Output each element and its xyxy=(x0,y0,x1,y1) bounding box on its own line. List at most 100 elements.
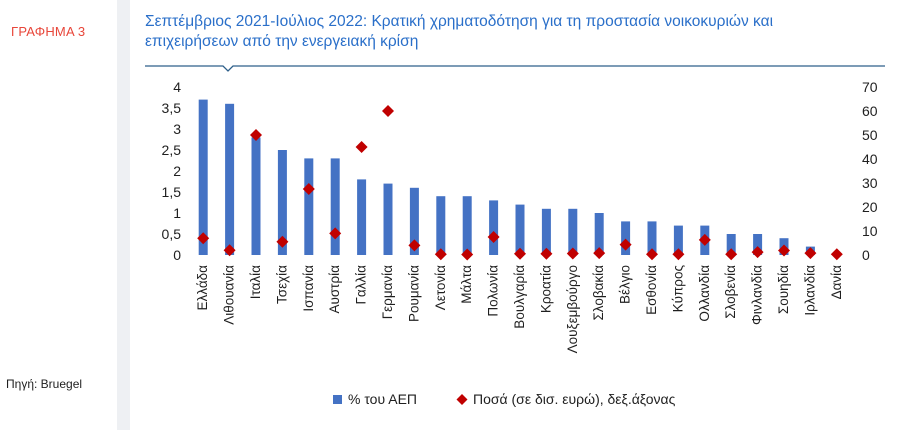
bar xyxy=(594,213,604,255)
data-point xyxy=(566,247,579,260)
source-note: Πηγή: Bruegel xyxy=(6,377,83,391)
right-axis-tick-label: 20 xyxy=(862,199,878,215)
data-point xyxy=(434,248,447,261)
bar xyxy=(277,150,287,255)
legend-bar-swatch xyxy=(333,395,342,404)
category-tick-label: Ελλάδα xyxy=(195,265,210,311)
chart-title: Σεπτέμβριος 2021-Ιούλιος 2022: Κρατική χ… xyxy=(145,12,885,52)
right-axis-tick-label: 30 xyxy=(862,175,878,191)
data-point xyxy=(461,248,474,261)
right-axis-tick-label: 10 xyxy=(862,223,878,239)
data-point xyxy=(276,235,289,248)
category-tick-label: Δανία xyxy=(829,265,844,300)
data-point xyxy=(355,141,368,153)
data-point xyxy=(487,231,500,243)
data-point xyxy=(725,248,738,261)
bar xyxy=(383,183,393,255)
category-tick-label: Σλοβακία xyxy=(591,265,606,321)
bar xyxy=(647,221,657,255)
category-tick-label: Κροατία xyxy=(538,265,553,313)
data-point xyxy=(830,248,843,261)
category-tick-label: Φινλανδία xyxy=(750,265,765,325)
data-point xyxy=(197,232,210,245)
data-point xyxy=(514,247,526,260)
legend-marker-label: Ποσά (σε δισ. ευρώ), δεξ.άξονας xyxy=(473,391,676,407)
bar xyxy=(489,200,499,255)
category-tick-label: Αυστρία xyxy=(327,265,342,314)
category-tick-label: Σλοβενία xyxy=(723,265,738,319)
category-tick-label: Λουξεμβούργο xyxy=(565,265,580,353)
right-axis-tick-label: 70 xyxy=(862,79,878,95)
left-axis-tick-label: 4 xyxy=(173,79,181,95)
left-axis-tick-label: 3,5 xyxy=(162,100,182,116)
category-tick-label: Γαλλία xyxy=(354,265,369,305)
category-tick-label: Βέλγιο xyxy=(618,265,633,304)
category-tick-label: Ρουμανία xyxy=(406,265,421,322)
category-tick-label: Λιθουανία xyxy=(222,265,237,325)
bar xyxy=(621,221,631,255)
category-tick-label: Ιρλανδία xyxy=(802,265,817,316)
bar xyxy=(515,204,525,255)
bar xyxy=(357,179,367,255)
right-axis-tick-label: 40 xyxy=(862,151,878,167)
category-tick-label: Ιταλία xyxy=(248,265,263,299)
panel-divider xyxy=(117,0,130,430)
left-axis-tick-label: 1,5 xyxy=(162,184,182,200)
data-point xyxy=(329,227,342,240)
data-point xyxy=(408,239,421,252)
bar xyxy=(541,208,551,255)
category-tick-label: Πολωνία xyxy=(486,265,501,317)
data-point xyxy=(223,244,236,257)
data-point xyxy=(540,247,553,260)
category-tick-label: Ισπανία xyxy=(301,265,316,312)
data-point xyxy=(778,244,790,257)
right-axis-tick-label: 0 xyxy=(862,247,870,263)
left-axis-tick-label: 0,5 xyxy=(162,226,182,242)
legend-bar-label: % του ΑΕΠ xyxy=(348,391,417,407)
data-point xyxy=(646,248,658,261)
category-tick-label: Λετονία xyxy=(433,265,448,310)
bar xyxy=(436,196,446,255)
bar xyxy=(330,158,340,255)
chart-title-line-1: Σεπτέμβριος 2021-Ιούλιος 2022: Κρατική χ… xyxy=(145,13,774,30)
left-axis-tick-label: 2,5 xyxy=(162,142,182,158)
data-point xyxy=(804,247,817,260)
bar xyxy=(673,225,683,255)
category-tick-label: Σουηδία xyxy=(776,265,791,314)
left-axis-tick-label: 0 xyxy=(173,247,181,263)
data-point xyxy=(593,247,606,260)
data-point xyxy=(382,105,394,117)
left-axis-tick-label: 2 xyxy=(173,163,181,179)
title-rule xyxy=(145,65,885,72)
category-tick-label: Τσεχία xyxy=(274,265,289,304)
bar xyxy=(251,137,261,255)
legend-marker-swatch xyxy=(456,394,468,405)
bar xyxy=(198,99,208,255)
left-axis-tick-label: 3 xyxy=(173,121,181,137)
category-tick-label: Κύπρος xyxy=(670,265,685,313)
figure-label: ΓΡΑΦΗΜΑ 3 xyxy=(11,24,86,39)
category-tick-label: Μάλτα xyxy=(459,265,474,304)
category-tick-label: Βουλγαρία xyxy=(512,265,527,329)
left-axis-tick-label: 1 xyxy=(173,205,181,221)
data-point xyxy=(302,183,315,195)
bar xyxy=(753,234,763,255)
data-point xyxy=(698,233,711,246)
category-tick-label: Γερμανία xyxy=(380,265,395,319)
data-point xyxy=(250,129,262,141)
bar xyxy=(462,196,472,255)
bar xyxy=(726,234,736,255)
category-tick-label: Εσθονία xyxy=(644,265,659,315)
left-sidebar: ΓΡΑΦΗΜΑ 3 Πηγή: Bruegel xyxy=(0,0,117,430)
chart-title-line-2: επιχειρήσεων από την ενεργειακή κρίση xyxy=(145,33,419,50)
bar xyxy=(304,158,314,255)
bar xyxy=(409,187,419,255)
data-point xyxy=(672,248,685,261)
data-point xyxy=(751,246,764,259)
data-point xyxy=(619,238,632,251)
bar xyxy=(568,208,578,255)
right-axis-tick-label: 50 xyxy=(862,127,878,143)
category-tick-label: Ολλανδία xyxy=(697,265,712,322)
right-axis-tick-label: 60 xyxy=(862,103,878,119)
